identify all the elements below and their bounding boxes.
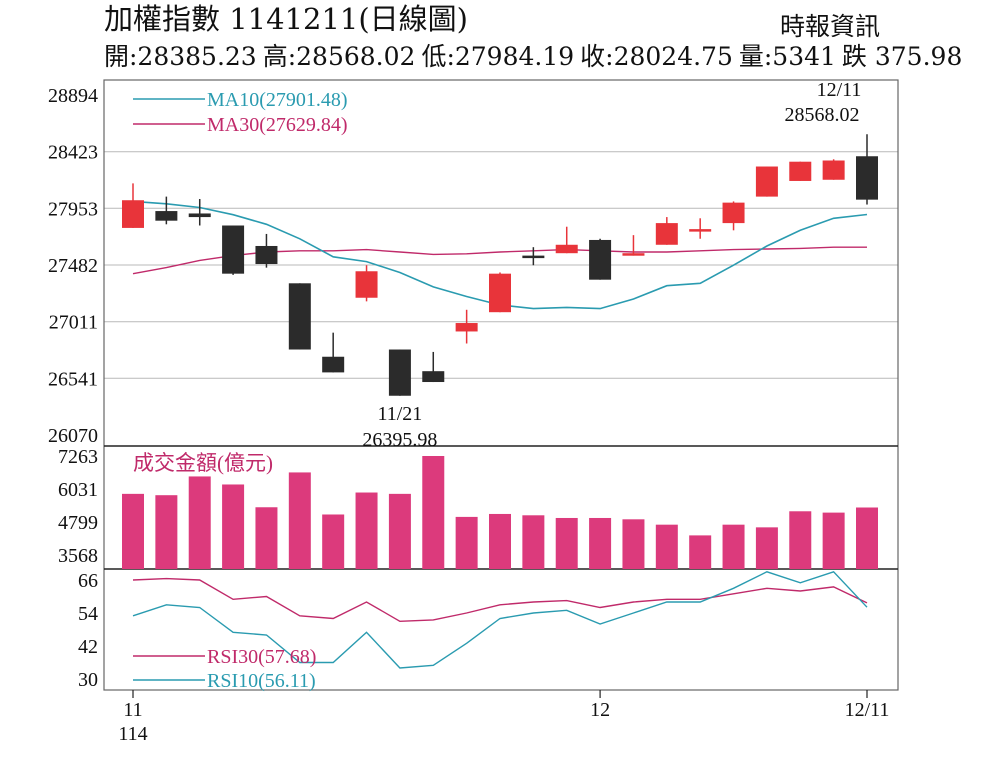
price-tick-label: 27011 (49, 312, 98, 334)
candle-body (122, 200, 144, 228)
candle-body (155, 211, 178, 221)
volume-bar (655, 524, 678, 569)
volume-bar (288, 472, 311, 569)
x-tick-label: 12/11 (845, 699, 890, 721)
ohlc-stats: 開:28385.23 高:28568.02 低:27984.19 收:28024.75… (104, 42, 968, 72)
candle-body (355, 271, 378, 298)
price-tick-label: 27482 (48, 255, 98, 277)
high-annotation-value: 28568.02 (785, 104, 860, 126)
candle-body (489, 273, 511, 313)
price-tick-label: 28423 (48, 142, 98, 164)
rsi-tick-label: 54 (78, 603, 98, 625)
volume-bar (789, 511, 812, 569)
high-value: 高:28568.02 (262, 42, 416, 71)
price-tick-label: 26541 (48, 368, 98, 390)
volume-bar (822, 512, 845, 569)
candle-body (589, 239, 612, 280)
volume-bar (422, 456, 445, 569)
volume-bar (255, 507, 278, 569)
high-annotation-date: 12/11 (817, 79, 862, 101)
volume-bar (489, 513, 511, 569)
close-value: 收:28024.75 (580, 42, 733, 71)
change-value: 跌 375.98 (841, 42, 963, 71)
price-tick-label: 27953 (48, 198, 98, 220)
chart-frame (103, 79, 899, 691)
volume-tick-label: 4799 (58, 512, 98, 534)
candle-body (689, 229, 712, 232)
volume-panel-label: 成交金額(億元) (133, 451, 273, 475)
low-value: 低:27984.19 (421, 42, 575, 71)
rsi-tick-label: 30 (78, 669, 98, 691)
candle-body (655, 223, 678, 245)
volume-tick-label: 3568 (58, 545, 98, 567)
candle-body (856, 156, 878, 200)
volume-bar (522, 515, 545, 569)
volume-bar (455, 516, 478, 569)
volume-bar (322, 514, 345, 569)
low-annotation-value: 26395.98 (362, 429, 437, 451)
candle-body (555, 244, 578, 254)
volume-bar (689, 535, 712, 569)
low-annotation-date: 11/21 (377, 403, 422, 425)
ma30-legend-label: MA30(27629.84) (207, 114, 348, 136)
volume-bar (589, 517, 612, 569)
rsi30-legend-label: RSI30(57.68) (207, 646, 316, 668)
candle-body (822, 160, 845, 180)
candle-body (722, 202, 745, 224)
candle-body (388, 349, 411, 396)
rsi30-line (132, 577, 868, 623)
price-tick-label: 28894 (48, 85, 98, 107)
volume-value: 量:5341 (738, 42, 836, 71)
candle-body (522, 255, 545, 259)
volume-bar (755, 527, 778, 569)
x-tick-label: 114 (118, 723, 147, 745)
candle-body (322, 356, 345, 373)
volume-bar (122, 493, 144, 569)
volume-tick-label: 7263 (58, 446, 98, 468)
candle-body (188, 213, 211, 218)
volume-bar (155, 495, 178, 569)
candle-body (789, 161, 812, 181)
rsi-tick-label: 42 (78, 636, 98, 658)
ma30-line (132, 246, 867, 275)
volume-bar (222, 484, 245, 569)
rsi10-line (132, 570, 868, 669)
volume-bar (722, 524, 745, 569)
volume-bar (622, 519, 645, 569)
volume-bar (856, 507, 878, 569)
volume-bar (355, 492, 378, 569)
volume-tick-label: 6031 (58, 479, 98, 501)
candle-body (255, 245, 278, 265)
candle-body (422, 371, 445, 383)
x-tick-label: 12 (590, 699, 610, 721)
volume-bar (188, 476, 211, 569)
candle-body (288, 283, 311, 350)
candle-body (622, 253, 645, 256)
open-value: 開:28385.23 (104, 42, 257, 71)
rsi10-legend-label: RSI10(56.11) (207, 670, 316, 692)
volume-bar (388, 493, 411, 569)
x-tick-label: 11 (123, 699, 142, 721)
source-label: 時報資訊 (780, 12, 881, 41)
rsi-tick-label: 66 (78, 570, 98, 592)
volume-bar (555, 517, 578, 569)
candle-body (755, 166, 778, 197)
price-tick-label: 26070 (48, 425, 98, 447)
ma10-legend-label: MA10(27901.48) (207, 89, 348, 111)
chart-title: 加權指數 1141211(日線圖) (104, 2, 469, 36)
candle-body (222, 225, 245, 274)
candle-body (455, 323, 478, 332)
